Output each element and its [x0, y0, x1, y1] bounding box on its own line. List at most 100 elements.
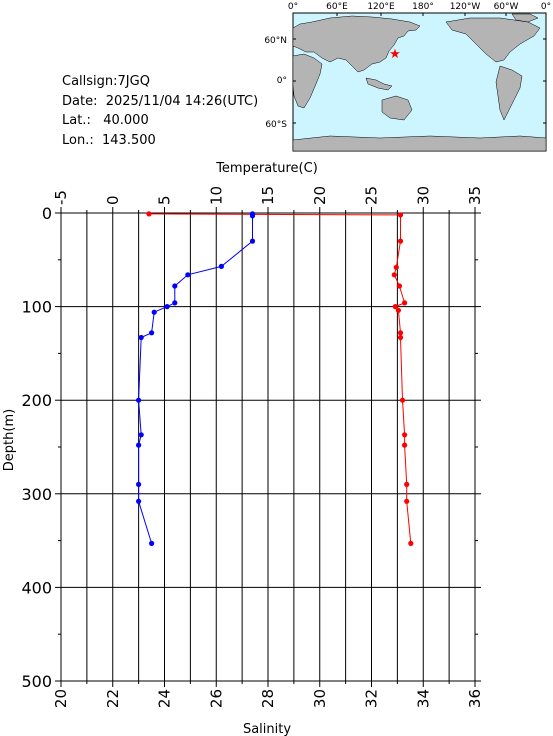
station-info: Callsign:7JGQ Date: 2025/11/04 14:26(UTC… — [62, 72, 258, 150]
lon-label: Lon.: — [62, 132, 94, 148]
depth-tick-label: 400 — [21, 578, 52, 597]
lat-row: Lat.: 40.000 — [62, 111, 258, 131]
map-land-australia — [381, 95, 413, 121]
temperature-point — [402, 300, 408, 306]
temperature-tick-label: -5 — [52, 190, 70, 205]
salinity-point — [136, 442, 142, 448]
depth-axis-label: Depth(m) — [2, 409, 17, 471]
depth-tick-label: 100 — [21, 298, 52, 317]
depth-tick-label: 500 — [21, 672, 52, 691]
map-land-north-america — [445, 17, 541, 63]
salinity-tick-label: 28 — [259, 689, 277, 708]
salinity-point — [136, 481, 142, 487]
callsign-row: Callsign:7JGQ — [62, 72, 258, 92]
salinity-tick-label: 30 — [311, 689, 329, 708]
salinity-tick-label: 22 — [104, 689, 122, 708]
temperature-tick-label: 15 — [259, 186, 277, 205]
map-lon-label: 180° — [412, 2, 434, 12]
map-land-south-america — [495, 65, 523, 121]
star-icon: ★ — [389, 47, 401, 62]
lat-label: Lat.: — [62, 113, 91, 128]
temperature-point — [397, 238, 404, 244]
map-frame-ticks — [293, 13, 546, 124]
date-label: Date: — [62, 93, 98, 109]
temperature-tick-label: 20 — [311, 186, 329, 205]
salinity-point — [218, 263, 224, 269]
temperature-point — [408, 540, 414, 547]
salinity-point — [136, 498, 142, 504]
map-land-sea-islands — [365, 77, 393, 91]
map-lat-labels: 60°N 0° 60°S — [264, 36, 287, 130]
map-land-eurasia — [292, 15, 421, 73]
temperature-point — [393, 264, 399, 270]
salinity-point — [149, 540, 155, 547]
temperature-point — [395, 307, 401, 313]
salinity-point — [164, 304, 170, 310]
temperature-point — [402, 432, 408, 438]
temperature-point — [391, 272, 397, 278]
salinity-point — [138, 334, 144, 341]
map-lon-label: 120°W — [450, 2, 481, 12]
map-lon-label: 60°W — [494, 2, 519, 12]
temperature-tick-label: 0 — [104, 195, 122, 205]
salinity-point — [149, 330, 155, 336]
map-lon-label: 0° — [288, 2, 298, 12]
salinity-tick-label: 24 — [156, 689, 174, 708]
map-lon-label: 0° — [541, 2, 551, 12]
map-land-greenland — [511, 13, 539, 23]
callsign-label: Callsign: — [62, 74, 118, 89]
temperature-point — [397, 212, 404, 218]
salinity-tick-label: 34 — [414, 689, 432, 708]
date-row: Date: 2025/11/04 14:26(UTC) — [62, 92, 258, 112]
salinity-point — [249, 213, 256, 219]
location-map: 0° 60°E 120°E 180° 120°W 60°W 0° 60°N 0°… — [0, 0, 553, 164]
temperature-point — [404, 481, 410, 487]
map-lat-label: 60°N — [264, 36, 287, 46]
map-lat-label: 60°S — [265, 120, 287, 130]
temperature-point — [397, 330, 404, 336]
salinity-point — [151, 309, 157, 315]
map-lon-label: 120°E — [367, 2, 395, 12]
temperature-point — [396, 283, 402, 289]
callsign-value: 7JGQ — [117, 74, 150, 89]
temperature-point — [146, 211, 152, 217]
temperature-tick-label: 5 — [156, 195, 174, 205]
salinity-tick-label: 36 — [466, 689, 484, 708]
salinity-point — [172, 283, 178, 289]
salinity-point — [138, 432, 144, 438]
temperature-tick-label: 25 — [363, 186, 381, 205]
salinity-point — [172, 300, 178, 306]
lat-value: 40.000 — [103, 113, 149, 128]
depth-tick-label: 200 — [21, 391, 52, 410]
date-value: 2025/11/04 14:26(UTC) — [105, 93, 259, 109]
salinity-axis-label: Salinity — [243, 722, 291, 736]
map-land-antarctica — [292, 135, 547, 152]
map-lon-label: 60°E — [326, 2, 348, 12]
chart-series — [136, 211, 414, 547]
map-land — [292, 13, 547, 152]
map-land-africa — [292, 53, 323, 109]
map-lon-labels: 0° 60°E 120°E 180° 120°W 60°W 0° — [288, 2, 551, 12]
temperature-point — [402, 442, 408, 448]
salinity-point — [136, 397, 142, 403]
map-lat-label: 0° — [277, 76, 287, 86]
salinity-point — [249, 238, 256, 244]
salinity-tick-label: 32 — [363, 689, 381, 708]
temperature-tick-label: 35 — [466, 186, 484, 205]
salinity-tick-label: 26 — [207, 689, 225, 708]
temperature-point — [399, 397, 406, 403]
chart-grid — [61, 213, 475, 681]
temperature-axis-label: Temperature(C) — [215, 161, 318, 176]
lon-value: 143.500 — [102, 132, 156, 148]
salinity-point — [185, 272, 191, 278]
temperature-point — [392, 304, 398, 310]
temperature-tick-label: 30 — [414, 186, 432, 205]
lon-row: Lon.: 143.500 — [62, 131, 258, 151]
temperature-point — [404, 498, 410, 504]
temperature-tick-label: 10 — [207, 186, 225, 205]
depth-tick-label: 300 — [21, 485, 52, 504]
salinity-tick-label: 20 — [52, 689, 70, 708]
temperature-point — [397, 334, 404, 341]
